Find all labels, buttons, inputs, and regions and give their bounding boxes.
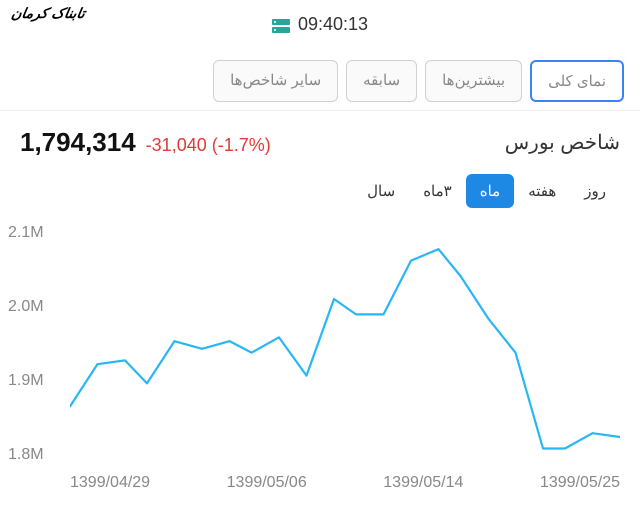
index-value: 1,794,314 [20,127,136,158]
index-change: -31,040 (-1.7%) [146,135,271,156]
y-tick: 2.1M [8,224,68,242]
y-tick: 1.9M [8,372,68,390]
tab-0[interactable]: نمای کلی [530,60,624,102]
x-tick: 1399/05/25 [540,474,620,492]
site-logo: تابناک کرمان [0,6,94,56]
index-chart: 2.1M2.0M1.9M1.8M 1399/04/291399/05/06139… [0,214,640,504]
index-values: 1,794,314 -31,040 (-1.7%) [20,127,271,158]
x-tick: 1399/05/14 [383,474,463,492]
chart-y-axis: 2.1M 2.0M 1.9M 1.8M [8,224,68,464]
tab-3[interactable]: سایر شاخص‌ها [213,60,338,102]
period-selector: روزهفتهماه۳ماهسال [0,166,640,214]
y-tick: 1.8M [8,446,68,464]
clock: 09:40:13 [272,14,368,35]
main-tabs: نمای کلیبیشترین‌هاسابقهسایر شاخص‌ها [0,48,640,111]
chart-x-axis: 1399/04/29 1399/05/06 1399/05/14 1399/05/25 [70,474,620,492]
period-2[interactable]: ماه [466,174,514,208]
header: 09:40:13 تابناک کرمان [0,0,640,48]
chart-line [70,249,620,448]
index-label: شاخص بورس [505,130,620,155]
x-tick: 1399/05/06 [227,474,307,492]
clock-time: 09:40:13 [298,14,368,35]
chart-plot [70,230,620,460]
tab-2[interactable]: سابقه [346,60,417,102]
chart-svg [70,230,620,460]
period-0[interactable]: روز [570,174,620,208]
server-icon [272,17,290,31]
period-4[interactable]: سال [353,174,409,208]
x-tick: 1399/04/29 [70,474,150,492]
period-3[interactable]: ۳ماه [409,174,466,208]
index-summary: شاخص بورس 1,794,314 -31,040 (-1.7%) [0,111,640,166]
period-1[interactable]: هفته [514,174,570,208]
tab-1[interactable]: بیشترین‌ها [425,60,522,102]
y-tick: 2.0M [8,298,68,316]
